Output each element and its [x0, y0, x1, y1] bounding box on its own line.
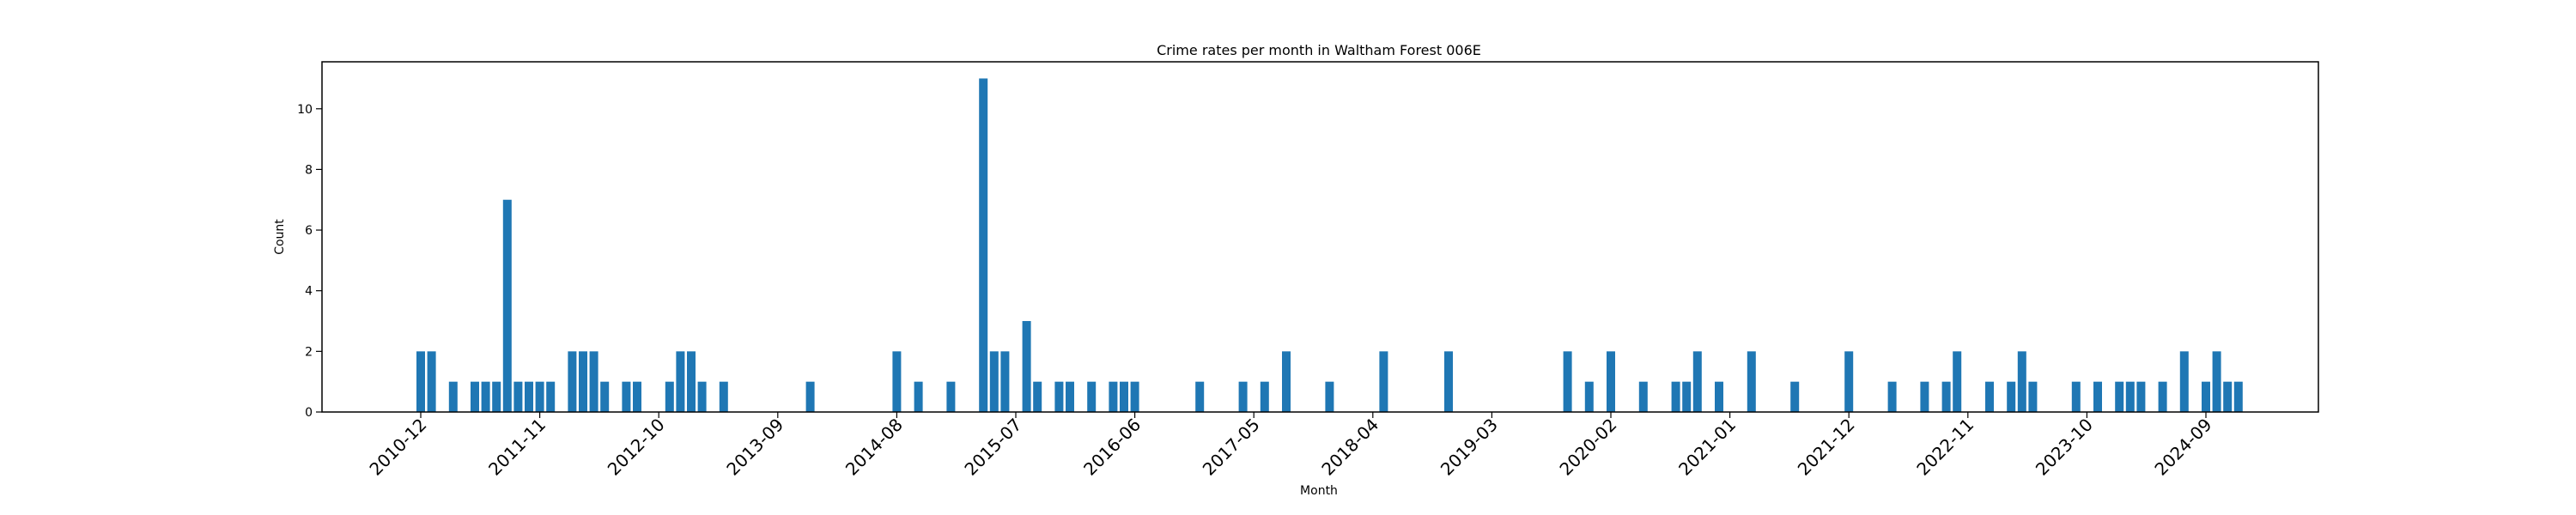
bar-2014-10	[914, 381, 923, 412]
bar-2017-08	[1282, 351, 1291, 412]
bar-2019-12	[1584, 381, 1594, 412]
bar-2023-04	[2017, 351, 2026, 412]
bar-2011-08	[502, 199, 512, 412]
chart-title: Crime rates per month in Waltham Forest …	[1157, 42, 1481, 58]
bar-2015-06	[1000, 351, 1010, 412]
bar-2012-08	[633, 381, 641, 412]
y-axis: 0 2 4 6 8 10	[297, 103, 322, 420]
bar-2012-02	[568, 351, 577, 412]
bar-2017-06	[1260, 381, 1269, 412]
bar-2023-01	[1985, 381, 1994, 412]
bar-2020-05	[1638, 381, 1648, 412]
bar-2017-04	[1238, 381, 1248, 412]
bar-2023-03	[2007, 381, 2016, 412]
bar-2024-11	[2223, 381, 2233, 412]
bar-2023-11	[2093, 381, 2102, 412]
bar-2015-11	[1054, 381, 1064, 412]
bar-2012-04	[589, 351, 598, 412]
bar-2018-05	[1379, 351, 1388, 412]
bar-2024-02	[2125, 381, 2135, 412]
bar-2013-04	[719, 381, 728, 412]
bar-2011-05	[471, 381, 479, 412]
bar-2012-11	[665, 381, 674, 412]
bar-2011-10	[525, 381, 533, 412]
bar-2023-05	[2028, 381, 2038, 412]
bar-2012-03	[579, 351, 587, 412]
bar-2024-12	[2233, 381, 2243, 412]
bar-2024-01	[2115, 381, 2124, 412]
bar-2015-05	[989, 351, 999, 412]
bar-2013-12	[805, 381, 815, 412]
bar-2011-06	[481, 381, 490, 412]
bar-2015-08	[1022, 321, 1031, 412]
bar-2024-10	[2212, 351, 2221, 412]
y-tick-label: 4	[305, 285, 313, 299]
bar-2011-01	[427, 351, 436, 412]
bar-2016-06	[1130, 381, 1139, 412]
bar-2012-12	[676, 351, 685, 412]
bar-2019-10	[1563, 351, 1572, 412]
bars-group	[416, 78, 2243, 413]
bar-2023-09	[2071, 381, 2081, 412]
y-tick-label: 0	[305, 406, 313, 420]
bar-2024-03	[2136, 381, 2146, 412]
y-tick-label: 10	[297, 103, 313, 117]
bar-2024-07	[2179, 351, 2189, 412]
bar-2022-07	[1920, 381, 1929, 412]
bar-2011-03	[448, 381, 458, 412]
bar-2021-12	[1844, 351, 1854, 412]
plot-frame	[321, 61, 2319, 413]
y-tick-label: 6	[305, 224, 313, 238]
bar-2012-07	[622, 381, 631, 412]
bar-2020-09	[1682, 381, 1692, 412]
bar-2017-12	[1325, 381, 1334, 412]
bar-2012-05	[600, 381, 610, 412]
bar-2015-04	[979, 78, 988, 413]
bar-2021-07	[1790, 381, 1800, 412]
bar-2021-03	[1747, 351, 1756, 412]
bar-2015-09	[1033, 381, 1042, 412]
bar-2011-07	[492, 381, 501, 412]
bar-2020-08	[1671, 381, 1680, 412]
bar-2010-12	[416, 351, 425, 412]
bar-2022-09	[1941, 381, 1951, 412]
y-tick-label: 8	[305, 163, 313, 177]
bar-2015-01	[946, 381, 956, 412]
bar-2024-05	[2158, 381, 2167, 412]
bar-2022-04	[1887, 381, 1897, 412]
bar-2016-12	[1195, 381, 1205, 412]
bar-2015-12	[1066, 381, 1074, 412]
y-tick-label: 2	[305, 345, 313, 359]
bar-2020-02	[1607, 351, 1615, 412]
bar-2013-02	[697, 381, 707, 412]
bar-2016-02	[1087, 381, 1097, 412]
bar-2016-05	[1120, 381, 1128, 412]
x-axis-label: Month	[1300, 484, 1338, 498]
bar-2011-12	[546, 381, 556, 412]
bar-2024-09	[2202, 381, 2210, 412]
bar-2014-08	[892, 351, 902, 412]
bar-2022-10	[1953, 351, 1962, 412]
bar-2011-11	[535, 381, 544, 412]
bar-2011-09	[513, 381, 523, 412]
bar-2018-11	[1444, 351, 1453, 412]
bar-2016-04	[1109, 381, 1118, 412]
bar-2020-10	[1692, 351, 1702, 412]
bar-2020-12	[1715, 381, 1723, 412]
bar-2013-01	[687, 351, 696, 412]
y-axis-label: Count	[273, 219, 287, 255]
